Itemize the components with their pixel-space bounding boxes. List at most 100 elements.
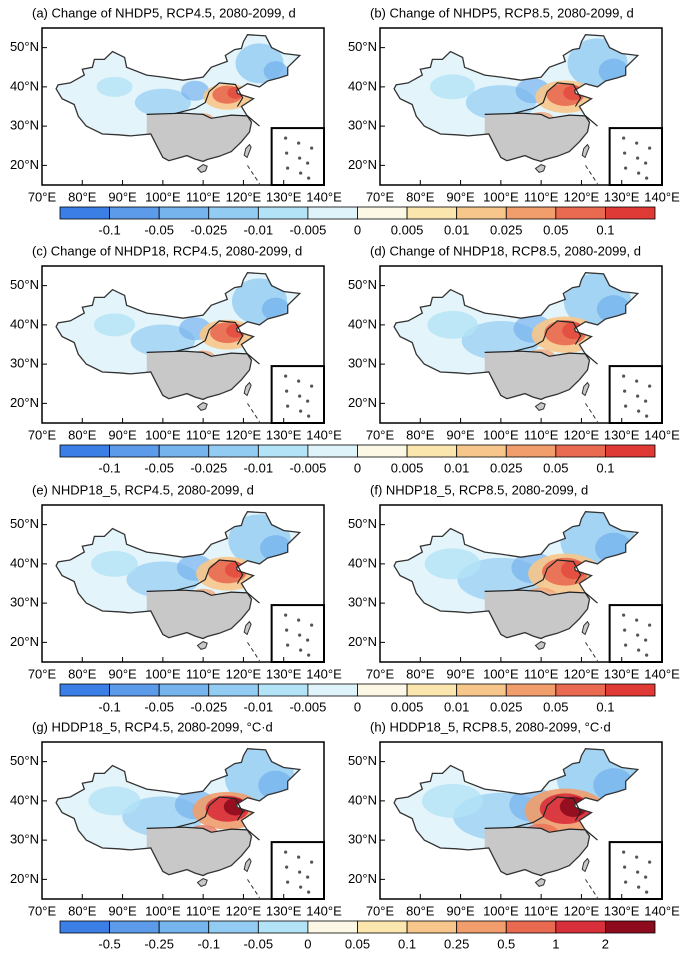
map-panel: (g) HDDP18_5, RCP4.5, 2080-2099, °C·d 70°… — [10, 719, 342, 918]
anomaly-patch — [421, 783, 484, 818]
lat-tick-label: 40°N — [10, 555, 39, 570]
lon-tick-label: 90°E — [446, 427, 475, 442]
inset-island — [623, 865, 627, 869]
colorbar-box — [109, 206, 160, 220]
colorbar-box — [257, 920, 309, 934]
colorbar-label: -0.05 — [144, 222, 174, 237]
inset-island — [648, 146, 652, 150]
lon-tick-label: 70°E — [28, 189, 57, 204]
lon-tick-label: 140°E — [306, 666, 342, 681]
inset-island — [286, 404, 290, 408]
colorbar-label: 0.01 — [444, 222, 469, 237]
colorbar: -0.5 -0.25 -0.1 -0.05 0 0.05 0.1 0.25 0.5 1 2 — [59, 920, 656, 951]
lon-tick-label: 110°E — [524, 189, 559, 204]
inset-island — [648, 384, 652, 388]
lon-tick-label: 110°E — [186, 427, 221, 442]
lon-tick-label: 130°E — [266, 903, 302, 918]
lat-tick-label: 30°N — [10, 356, 39, 371]
colorbar-box — [555, 206, 606, 220]
inset-island — [297, 618, 301, 622]
colorbar-box — [605, 920, 656, 934]
anomaly-patch — [181, 80, 210, 101]
lat-tick-label: 40°N — [348, 316, 377, 331]
inset-frame — [608, 365, 664, 424]
colorbar-label: 2 — [602, 936, 609, 951]
inset-island — [297, 855, 301, 859]
lat-tick-label: 20°N — [10, 157, 39, 172]
colorbar-label: -0.1 — [98, 460, 120, 475]
region-boundary — [512, 796, 582, 829]
colorbar-label: 1 — [552, 936, 559, 951]
panel-title: (b) Change of NHDP5, RCP8.5, 2080-2099, … — [370, 5, 634, 20]
lat-tick-label: 50°N — [10, 516, 39, 531]
inset-island — [636, 870, 640, 874]
lon-tick-label: 100°E — [145, 903, 181, 918]
colorbar-box — [505, 444, 557, 458]
region-boundary — [174, 320, 244, 353]
colorbar-box — [208, 920, 259, 934]
lon-tick-label: 100°E — [145, 427, 181, 442]
colorbar-label: 0.05 — [543, 460, 568, 475]
colorbar-label: -0.025 — [190, 222, 227, 237]
lon-tick-label: 100°E — [145, 666, 181, 681]
lon-tick-label: 90°E — [108, 903, 137, 918]
lon-tick-label: 100°E — [145, 189, 181, 204]
lon-tick-label: 80°E — [68, 427, 97, 442]
colorbar-box — [406, 444, 458, 458]
hainan — [534, 641, 546, 650]
inset-island — [624, 643, 628, 647]
anomaly-patch — [93, 313, 136, 337]
taiwan — [581, 143, 590, 159]
colorbar-box — [406, 920, 458, 934]
lon-tick-label: 130°E — [604, 189, 640, 204]
dashed-boundary — [585, 165, 598, 185]
colorbar-box — [257, 683, 309, 697]
lon-tick-label: 140°E — [306, 903, 342, 918]
inset-island — [624, 404, 628, 408]
colorbar-label: 0.01 — [444, 699, 469, 714]
lon-tick-label: 130°E — [604, 666, 640, 681]
colorbar-label: 0.25 — [444, 936, 469, 951]
inset-island — [298, 870, 302, 874]
inset-frame — [270, 604, 325, 664]
inset-island — [298, 394, 302, 398]
lat-tick-label: 30°N — [10, 118, 39, 133]
colorbar-label: -0.1 — [98, 699, 120, 714]
lon-tick-label: 90°E — [108, 666, 137, 681]
inset-island — [636, 394, 640, 398]
lon-tick-label: 90°E — [108, 427, 137, 442]
colorbar-label: -0.005 — [289, 222, 326, 237]
lon-tick-label: 70°E — [366, 903, 395, 918]
colorbar-box — [59, 444, 110, 458]
inset-island — [635, 379, 639, 383]
taiwan — [581, 381, 590, 397]
lat-tick-label: 50°N — [10, 39, 39, 54]
hainan — [196, 402, 208, 411]
panel-title: (f) NHDP18_5, RCP8.5, 2080-2099, d — [370, 482, 588, 497]
inset-island — [298, 633, 302, 637]
colorbar-box — [257, 206, 309, 220]
inset-island — [310, 146, 314, 150]
lon-tick-label: 100°E — [483, 189, 519, 204]
lat-tick-label: 30°N — [10, 595, 39, 610]
lat-tick-label: 50°N — [10, 753, 39, 768]
taiwan — [243, 620, 252, 636]
colorbar: -0.1 -0.05 -0.025 -0.01 -0.005 0 0.005 0.01 0.02… — [59, 206, 656, 237]
colorbar-box — [307, 683, 358, 697]
colorbar-box — [59, 920, 110, 934]
lon-tick-label: 140°E — [306, 189, 342, 204]
inset-island — [644, 161, 648, 165]
colorbar-box — [357, 920, 408, 934]
inset-island — [299, 409, 303, 413]
inset-island — [648, 623, 652, 627]
lon-tick-label: 70°E — [366, 427, 395, 442]
lat-tick-label: 40°N — [10, 792, 39, 807]
inset-island — [310, 623, 314, 627]
colorbar-label: -0.25 — [144, 936, 174, 951]
lon-tick-label: 80°E — [406, 903, 435, 918]
lon-tick-label: 110°E — [524, 666, 559, 681]
lon-tick-label: 130°E — [604, 903, 640, 918]
lon-tick-label: 140°E — [644, 903, 680, 918]
colorbar-label: -0.05 — [144, 460, 174, 475]
colorbar-label: 0.5 — [497, 936, 515, 951]
